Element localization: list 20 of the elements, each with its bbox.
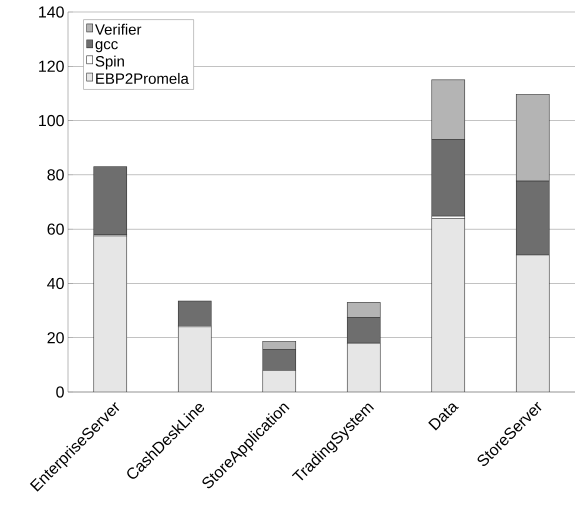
- bar: [178, 326, 212, 392]
- legend-label: Verifier: [95, 24, 142, 35]
- bar: [431, 218, 466, 392]
- bar: [262, 370, 296, 392]
- y-tick-label: 40: [47, 278, 64, 290]
- bar: [178, 300, 212, 326]
- y-tick-label: 100: [39, 114, 64, 126]
- y-tick-label: 20: [48, 332, 64, 344]
- bar: [516, 254, 550, 392]
- bar: [93, 236, 128, 392]
- y-tick-label: 80: [47, 169, 64, 180]
- legend-label: gcc: [96, 41, 118, 52]
- y-tick-label: 140: [39, 6, 64, 18]
- legend-label: Spin: [96, 56, 124, 70]
- y-tick-label: 120: [39, 60, 64, 72]
- y-tick-label: 60: [48, 224, 64, 235]
- x-tick-label: Data: [428, 403, 459, 430]
- bar: [346, 342, 381, 392]
- legend-label: EBP2Promela: [96, 72, 189, 84]
- y-tick-label: 0: [56, 386, 64, 398]
